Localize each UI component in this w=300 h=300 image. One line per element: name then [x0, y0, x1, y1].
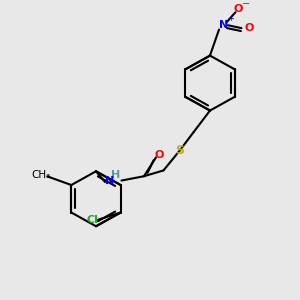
Text: O: O: [234, 4, 243, 14]
Text: N: N: [219, 20, 228, 30]
Text: −: −: [242, 0, 250, 8]
Text: H: H: [112, 170, 121, 180]
Text: N: N: [106, 176, 115, 186]
Text: S: S: [176, 144, 184, 157]
Text: Cl: Cl: [86, 215, 98, 225]
Text: +: +: [227, 14, 233, 23]
Text: CH₃: CH₃: [32, 170, 51, 180]
Text: O: O: [154, 149, 164, 160]
Text: O: O: [244, 23, 254, 33]
